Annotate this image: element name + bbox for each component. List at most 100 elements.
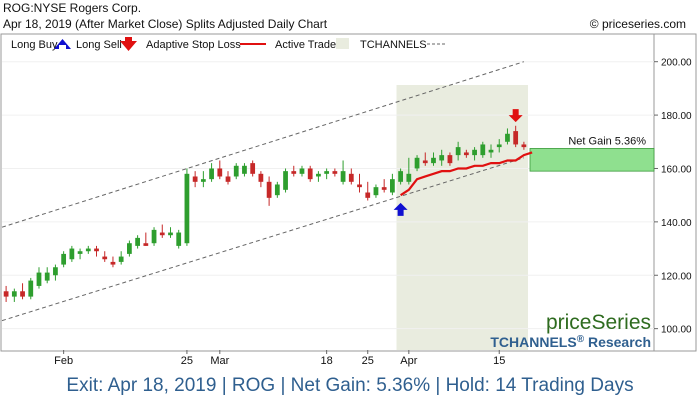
candle-body — [406, 173, 412, 182]
candle — [36, 267, 42, 289]
candle — [357, 173, 362, 193]
candle-body — [266, 181, 272, 198]
candle — [176, 229, 182, 249]
candle-body — [422, 160, 428, 164]
candle — [283, 168, 288, 193]
x-tick-label: 18 — [321, 355, 333, 367]
candle-body — [472, 149, 477, 156]
candle-body — [348, 173, 354, 182]
long-buy-arrow-icon — [54, 39, 71, 49]
candle — [505, 128, 510, 145]
candle-body — [233, 165, 239, 177]
candle — [11, 288, 17, 302]
candle — [439, 149, 445, 166]
candle-body — [53, 267, 58, 276]
candle — [373, 184, 379, 198]
active-trade-swatch-icon — [336, 38, 349, 49]
plot-area — [0, 33, 697, 352]
y-tick-label: 180.00 — [661, 111, 692, 122]
candle-body — [135, 237, 140, 246]
candle-body — [20, 291, 25, 297]
candle-body — [513, 131, 519, 145]
legend-long-buy-label: Long Buy — [11, 39, 58, 51]
x-tick-label: Apr — [400, 355, 417, 367]
candle — [118, 251, 124, 265]
candle — [127, 240, 132, 257]
candle — [159, 224, 165, 238]
candle-body — [85, 248, 91, 252]
candle — [110, 256, 116, 268]
candle — [28, 277, 34, 300]
y-tick-label: 140.00 — [661, 218, 692, 229]
candle-body — [463, 152, 469, 156]
candle — [85, 245, 91, 254]
candle-body — [480, 144, 486, 156]
candle-body — [159, 232, 165, 236]
candle — [291, 165, 297, 177]
candle-body — [176, 232, 182, 246]
candle-body — [488, 149, 494, 153]
candle — [472, 147, 477, 161]
candle-body — [431, 157, 436, 164]
candle — [455, 141, 461, 161]
net-gain-box — [529, 148, 655, 172]
candle-body — [373, 187, 379, 196]
x-tick-label: 15 — [493, 355, 505, 367]
candle-body — [192, 176, 198, 182]
candle-body — [143, 243, 149, 246]
candle — [365, 181, 371, 201]
candle — [168, 227, 173, 238]
x-tick-label: Feb — [54, 355, 73, 367]
x-tick-label: Mar — [210, 355, 229, 367]
candle — [266, 176, 272, 206]
candle — [151, 227, 157, 246]
candle-body — [324, 171, 330, 174]
candle-body — [447, 155, 453, 164]
candle-body — [316, 173, 321, 177]
candle — [53, 264, 58, 281]
candle — [61, 251, 67, 268]
candle — [200, 171, 206, 188]
candle — [513, 125, 519, 148]
candle — [217, 160, 223, 180]
x-tick-label: 25 — [362, 355, 374, 367]
chart-legend: Long Buy Long Sell Adaptive Stop Loss Ac… — [11, 37, 447, 51]
candle — [480, 141, 486, 158]
candle-body — [36, 272, 42, 286]
chart-subtitle: Apr 18, 2019 (After Market Close) Splits… — [3, 17, 328, 31]
candle — [447, 152, 453, 166]
candle — [521, 141, 527, 150]
candle-body — [439, 155, 445, 161]
y-tick-label: 200.00 — [661, 58, 692, 69]
candle — [390, 173, 395, 196]
candle — [381, 179, 387, 193]
channel-lower-line — [1, 157, 525, 322]
candle — [192, 171, 198, 188]
channel-upper-line — [1, 61, 525, 228]
candle-body — [11, 291, 17, 297]
candle-body — [357, 184, 362, 188]
candle — [94, 245, 99, 257]
candle-body — [127, 243, 132, 254]
candle-body — [291, 171, 297, 174]
candle — [20, 283, 25, 300]
candle-body — [184, 173, 190, 244]
candle-body — [521, 144, 527, 148]
candle — [3, 285, 9, 302]
y-tick-label: 160.00 — [661, 164, 692, 175]
candle-body — [505, 133, 510, 142]
candle — [431, 152, 436, 166]
candle-body — [94, 248, 99, 252]
candle-body — [307, 168, 313, 180]
candle — [135, 235, 140, 249]
candle-body — [118, 256, 124, 262]
adaptive-stop-loss-line — [400, 151, 533, 197]
candle — [69, 245, 75, 262]
candle-body — [151, 229, 157, 244]
candle-body — [225, 176, 231, 182]
candle-body — [250, 163, 256, 174]
candle-body — [299, 168, 305, 174]
candle — [242, 163, 247, 177]
candle-body — [274, 184, 280, 196]
copyright-text: © priceseries.com — [589, 17, 686, 31]
